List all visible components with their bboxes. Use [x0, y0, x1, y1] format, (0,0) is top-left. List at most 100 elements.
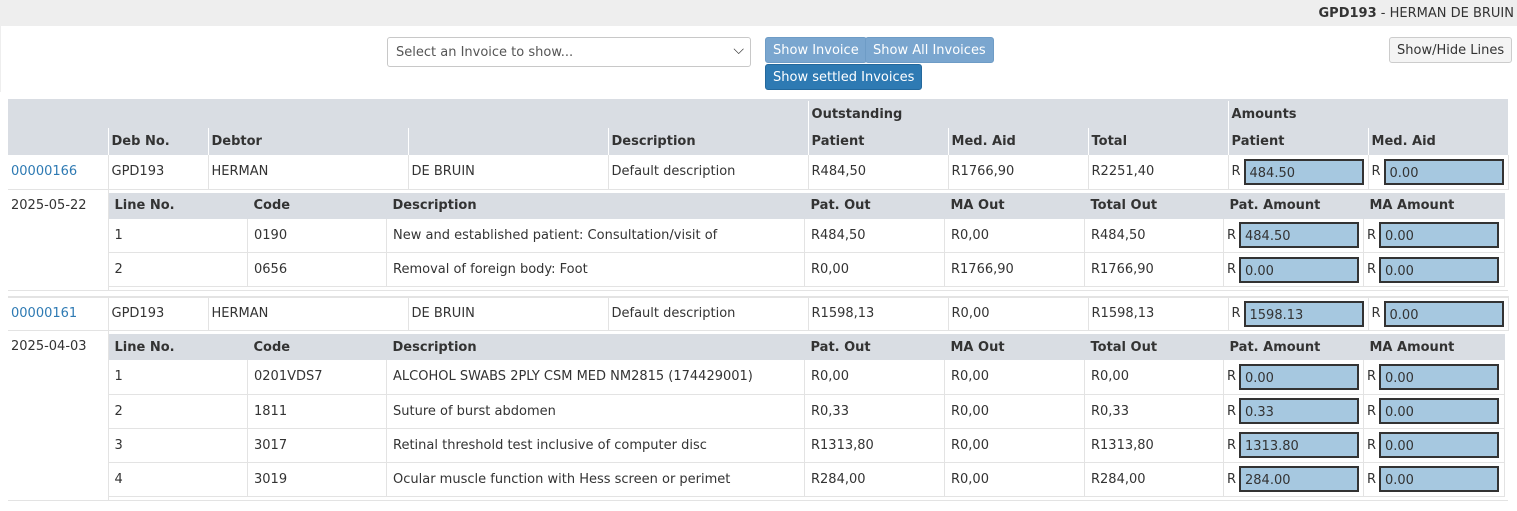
amt-patient-group: R 1598.13 — [1231, 300, 1365, 327]
line-ma-amount-group: R 0.00 — [1367, 363, 1501, 390]
line-ma-amount-cell: R 0.00 — [1363, 462, 1505, 497]
show-settled-invoices-button[interactable]: Show settled Invoices — [765, 64, 923, 90]
line-ma-amount-input[interactable]: 0.00 — [1379, 222, 1499, 249]
invoice-select-placeholder: Select an Invoice to show... — [396, 45, 574, 60]
invoice-no-cell: 00000161 — [8, 296, 109, 331]
invoice-select[interactable]: Select an Invoice to show... ⌵ — [387, 37, 751, 67]
line-row: 2 0656 Removal of foreign body: Foot R0,… — [108, 252, 1505, 287]
invoice-row: 00000161 GPD193 HERMAN DE BRUIN Default … — [8, 296, 1509, 331]
lh-code: Code — [247, 192, 387, 219]
line-pat-amount-group: R 484.50 — [1227, 222, 1360, 249]
deb-no-cell: GPD193 — [108, 155, 209, 190]
line-no: 1 — [108, 218, 248, 253]
last-name-cell: DE BRUIN — [408, 155, 609, 190]
line-pat-out: R0,00 — [804, 360, 945, 395]
currency-label: R — [1227, 227, 1237, 243]
header-row-columns: Deb No. Debtor Description Patient Med. … — [8, 128, 1509, 155]
line-pat-out: R0,00 — [804, 252, 945, 287]
amt-patient-input[interactable]: 1598.13 — [1243, 300, 1364, 327]
invoice-link[interactable]: 00000166 — [11, 164, 78, 180]
amounts-group-header: Amounts — [1228, 101, 1509, 128]
lh-pat-amount: Pat. Amount — [1223, 192, 1364, 219]
debtor-code: GPD193 — [1318, 6, 1377, 21]
invoice-link[interactable]: 00000161 — [11, 306, 78, 322]
line-ma-out: R0,00 — [944, 360, 1085, 395]
deb-no-cell: GPD193 — [108, 296, 209, 331]
lh-ma-out: MA Out — [944, 192, 1085, 219]
line-pat-amount-input[interactable]: 0.33 — [1239, 398, 1359, 424]
out-med-aid-cell: R1766,90 — [948, 155, 1089, 190]
top-bar: GPD193 - HERMAN DE BRUIN — [0, 0, 1517, 26]
invoice-row: 00000166 GPD193 HERMAN DE BRUIN Default … — [8, 155, 1509, 190]
line-ma-out: R0,00 — [944, 218, 1085, 253]
line-ma-amount-input[interactable]: 0.00 — [1379, 466, 1499, 492]
line-ma-amount-input[interactable]: 0.00 — [1379, 256, 1499, 283]
line-pat-amount-cell: R 284.00 — [1223, 462, 1364, 497]
lh-description: Description — [386, 192, 805, 219]
amt-med-aid-input[interactable]: 0.00 — [1383, 300, 1504, 327]
currency-label: R — [1367, 227, 1377, 243]
line-ma-amount-group: R 0.00 — [1367, 256, 1501, 283]
lines-cell: Line No. Code Description Pat. Out MA Ou… — [108, 330, 1509, 501]
patient-header: GPD193 - HERMAN DE BRUIN — [1319, 6, 1514, 21]
currency-label: R — [1367, 262, 1377, 277]
line-description: ALCOHOL SWABS 2PLY CSM MED NM2815 (17442… — [386, 360, 805, 395]
currency-label: R — [1371, 164, 1381, 180]
lines-header-row: Line No. Code Description Pat. Out MA Ou… — [108, 192, 1505, 219]
amt-patient-cell: R 1598.13 — [1228, 296, 1369, 331]
line-pat-amount-input[interactable]: 0.00 — [1239, 363, 1359, 390]
currency-label: R — [1367, 437, 1377, 453]
line-pat-amount-group: R 0.00 — [1227, 256, 1360, 283]
show-all-invoices-button[interactable]: Show All Invoices — [865, 37, 994, 63]
currency-label: R — [1231, 306, 1241, 322]
line-description: Suture of burst abdomen — [386, 394, 805, 429]
out-med-aid-cell: R0,00 — [948, 296, 1089, 331]
lh-pat-out: Pat. Out — [804, 192, 945, 219]
controls-bar: Select an Invoice to show... ⌵ Show Invo… — [0, 26, 1517, 92]
out-patient-cell: R1598,13 — [808, 296, 949, 331]
line-total-out: R0,33 — [1084, 394, 1224, 429]
line-pat-amount-group: R 0.33 — [1227, 398, 1360, 424]
line-pat-amount-cell: R 0.00 — [1223, 360, 1364, 395]
amt-med-aid-group: R 0.00 — [1371, 158, 1505, 185]
currency-label: R — [1227, 471, 1237, 487]
line-ma-amount-cell: R 0.00 — [1363, 360, 1505, 395]
line-ma-amount-input[interactable]: 0.00 — [1379, 363, 1499, 390]
line-pat-amount-cell: R 484.50 — [1223, 218, 1364, 253]
line-ma-amount-cell: R 0.00 — [1363, 252, 1505, 287]
line-pat-amount-input[interactable]: 0.00 — [1239, 256, 1359, 283]
invoice-detail-row: 2025-04-03 Line No. Code Description Pat… — [8, 330, 1509, 501]
amt-med-aid-group: R 0.00 — [1372, 300, 1505, 327]
amt-patient-input[interactable]: 484.50 — [1243, 158, 1364, 185]
chevron-down-icon: ⌵ — [733, 42, 744, 58]
line-code: 1811 — [247, 394, 387, 429]
empty-group-header — [8, 101, 809, 128]
line-pat-amount-input[interactable]: 484.50 — [1239, 222, 1359, 249]
line-ma-out: R0,00 — [944, 394, 1085, 429]
line-ma-amount-cell: R 0.00 — [1363, 428, 1505, 463]
currency-label: R — [1367, 369, 1377, 385]
last-name-cell: DE BRUIN — [408, 296, 609, 331]
out-patient-cell: R484,50 — [808, 155, 949, 190]
line-ma-out: R0,00 — [944, 462, 1085, 497]
line-code: 0190 — [247, 218, 387, 253]
invoice-table: Outstanding Amounts Deb No. Debtor Descr… — [8, 101, 1509, 501]
currency-label: R — [1367, 471, 1377, 487]
lh-total-out: Total Out — [1084, 192, 1224, 219]
line-code: 0201VDS7 — [247, 360, 387, 395]
line-row: 4 3019 Ocular muscle function with Hess … — [108, 462, 1505, 497]
line-pat-amount-input[interactable]: 1313.80 — [1239, 432, 1359, 458]
show-hide-lines-button[interactable]: Show/Hide Lines — [1389, 37, 1513, 63]
currency-label: R — [1227, 369, 1237, 385]
line-total-out: R1313,80 — [1084, 428, 1224, 463]
line-pat-amount-cell: R 1313.80 — [1223, 428, 1364, 463]
line-pat-amount-input[interactable]: 284.00 — [1239, 466, 1359, 492]
col-header-description: Description — [608, 128, 809, 155]
show-invoice-button[interactable]: Show Invoice — [765, 37, 867, 63]
line-ma-amount-input[interactable]: 0.00 — [1379, 398, 1499, 424]
line-ma-amount-input[interactable]: 0.00 — [1379, 432, 1499, 458]
line-ma-amount-group: R 0.00 — [1367, 432, 1501, 458]
lines-table: Line No. Code Description Pat. Out MA Ou… — [108, 334, 1505, 497]
lines-header-row: Line No. Code Description Pat. Out MA Ou… — [108, 334, 1505, 360]
amt-med-aid-input[interactable]: 0.00 — [1383, 158, 1504, 185]
